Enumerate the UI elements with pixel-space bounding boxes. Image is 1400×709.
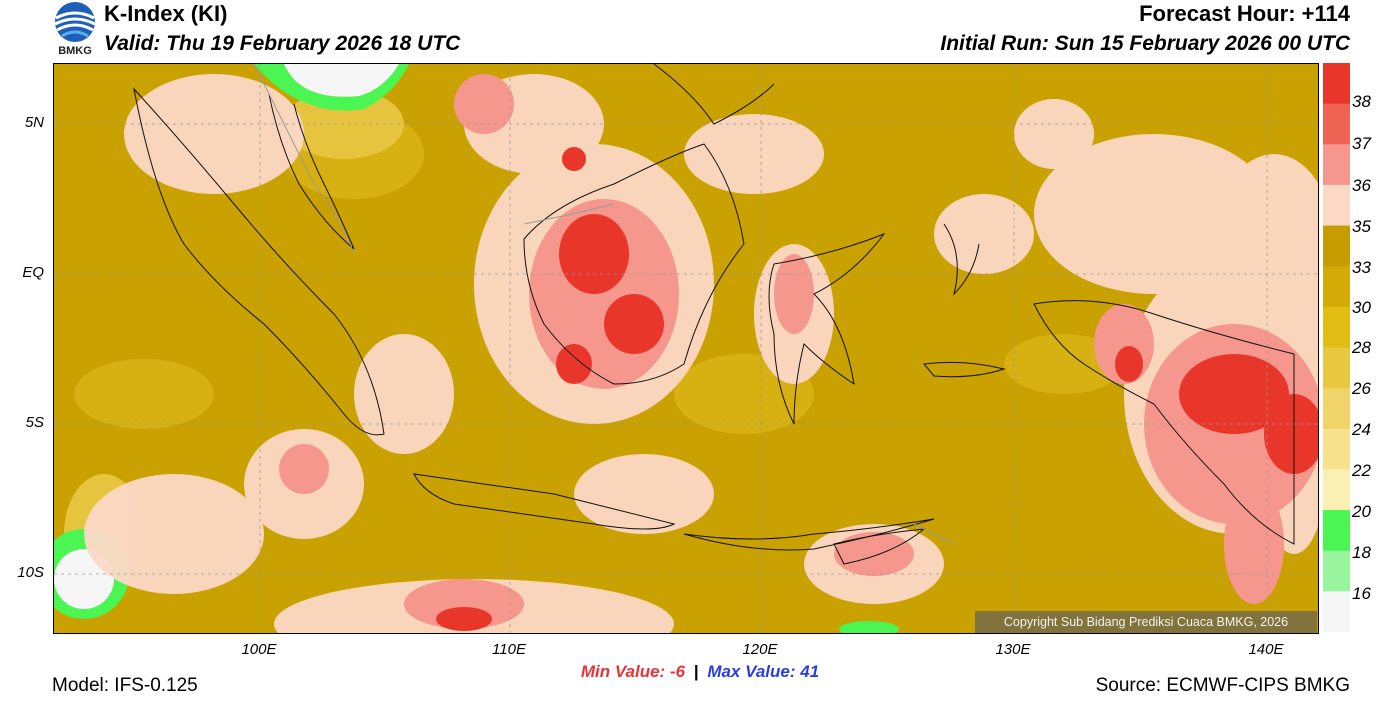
forecast-hour: Forecast Hour: +114 xyxy=(1139,1,1350,26)
min-value-label: Min Value: xyxy=(580,662,666,681)
max-value-label: Max Value: xyxy=(707,662,796,681)
min-max-values: Min Value: -6 | Max Value: 41 xyxy=(0,662,1400,682)
sumatra-coast xyxy=(133,87,385,436)
lon-label-140e: 140E xyxy=(1248,641,1284,658)
malay-peninsula-coast xyxy=(268,93,355,250)
lat-label-eq: EQ xyxy=(22,264,44,281)
colorbar-swatch xyxy=(1323,306,1350,348)
colorbar-label: 38 xyxy=(1352,92,1371,111)
papua-coast xyxy=(1033,300,1295,545)
colorbar-swatch xyxy=(1323,428,1350,470)
colorbar-label: 26 xyxy=(1352,379,1371,398)
lon-label-120e: 120E xyxy=(742,641,778,658)
initial-run: Initial Run: Sun 15 February 2026 00 UTC xyxy=(940,32,1350,55)
map-field xyxy=(54,64,1318,633)
colorbar-swatch xyxy=(1323,144,1350,186)
bmkg-logo xyxy=(50,0,100,62)
colorbar-label: 20 xyxy=(1352,502,1371,521)
colorbar-swatch xyxy=(1323,591,1350,633)
lon-label-130e: 130E xyxy=(995,641,1031,658)
colorbar-swatch xyxy=(1323,388,1350,430)
lat-label-5s: 5S xyxy=(25,414,44,431)
lesser-sunda-coast xyxy=(683,518,935,551)
lon-label-100e: 100E xyxy=(241,641,277,658)
colorbar-swatch xyxy=(1323,184,1350,227)
max-value: 41 xyxy=(800,662,820,681)
colorbar-label: 37 xyxy=(1352,134,1371,153)
colorbar-label: 16 xyxy=(1352,584,1371,603)
philippines-coast xyxy=(653,64,775,125)
lon-label-110e: 110E xyxy=(492,641,526,658)
colorbar-label: 22 xyxy=(1352,461,1371,480)
page-title: K-Index (KI) xyxy=(104,1,228,26)
colorbar-swatch xyxy=(1323,347,1350,389)
colorbar-label: 28 xyxy=(1352,338,1371,357)
colorbar-swatches xyxy=(1323,63,1350,633)
separator: | xyxy=(693,662,699,681)
colorbar-label: 35 xyxy=(1352,217,1371,236)
colorbar-label: 18 xyxy=(1352,543,1371,562)
model-label: Model: IFS-0.125 xyxy=(52,675,198,696)
colorbar-label: 36 xyxy=(1352,176,1371,195)
colorbar-swatch xyxy=(1323,103,1350,145)
lat-label-10s: 10S xyxy=(17,564,44,581)
colorbar-label: 24 xyxy=(1352,420,1371,439)
colorbar-swatch xyxy=(1323,550,1350,592)
colorbar-swatch xyxy=(1323,510,1350,552)
halmahera-coast xyxy=(943,223,980,296)
colorbar xyxy=(1323,63,1350,637)
k-index-map xyxy=(53,63,1319,634)
colorbar-swatch xyxy=(1323,266,1350,308)
borneo-coast xyxy=(523,143,745,385)
java-coast xyxy=(413,473,676,530)
valid-time: Valid: Thu 19 February 2026 18 UTC xyxy=(104,32,461,55)
colorbar-label: 33 xyxy=(1352,258,1371,277)
seram-coast xyxy=(923,361,1006,378)
colorbar-label: 30 xyxy=(1352,298,1371,317)
lat-label-5n: 5N xyxy=(24,114,44,131)
colorbar-swatch xyxy=(1323,225,1350,267)
source-label: Source: ECMWF-CIPS BMKG xyxy=(1095,675,1350,696)
colorbar-swatch xyxy=(1323,469,1350,511)
min-value: -6 xyxy=(669,662,686,681)
sulawesi-coast xyxy=(768,232,886,425)
copyright-notice: Copyright Sub Bidang Prediksi Cuaca BMKG… xyxy=(975,611,1317,633)
colorbar-swatch xyxy=(1323,63,1350,105)
logo-text: BMKG xyxy=(58,45,92,57)
